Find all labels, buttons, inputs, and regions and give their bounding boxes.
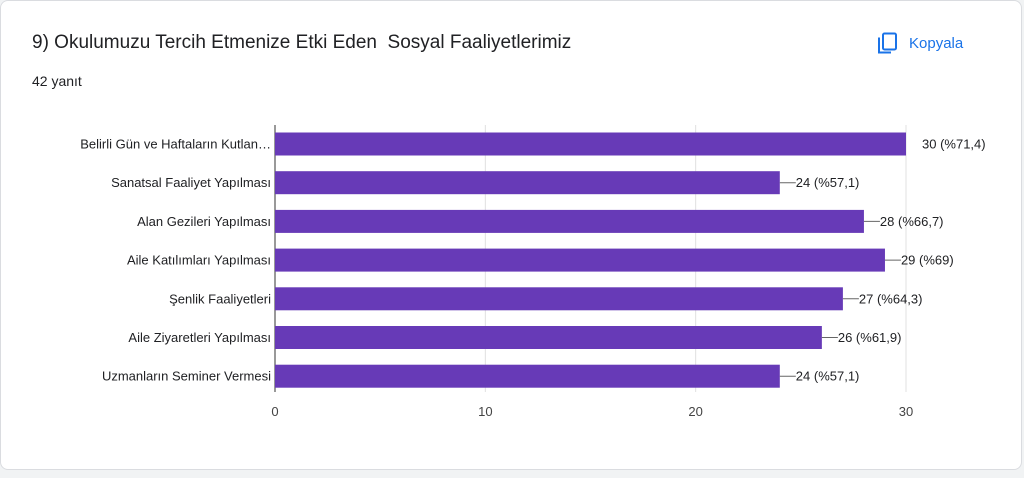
- category-label: Aile Katılımları Yapılması: [127, 253, 271, 268]
- category-label: Uzmanların Seminer Vermesi: [102, 369, 271, 384]
- data-label: 24 (%57,1): [796, 369, 860, 384]
- bar: [275, 364, 780, 388]
- category-label: Sanatsal Faaliyet Yapılması: [111, 175, 271, 190]
- copy-button[interactable]: Kopyala: [869, 25, 973, 61]
- bar: [275, 171, 780, 195]
- data-label: 28 (%66,7): [880, 214, 944, 229]
- data-label: 26 (%61,9): [838, 330, 902, 345]
- bar: [275, 326, 822, 349]
- bar: [275, 209, 864, 233]
- category-label: Aile Ziyaretleri Yapılması: [128, 330, 271, 345]
- bar: [275, 287, 843, 311]
- category-label: Belirli Gün ve Haftaların Kutlan…: [80, 137, 271, 152]
- data-label: 27 (%64,3): [859, 291, 923, 306]
- copy-label: Kopyala: [909, 34, 964, 52]
- data-label: 29 (%69): [901, 253, 954, 268]
- data-label: 30 (%71,4): [922, 137, 986, 152]
- category-label: Şenlik Faaliyetleri: [169, 291, 271, 306]
- x-tick-label: 30: [899, 404, 913, 419]
- question-title: 9) Okulumuzu Tercih Etmenize Etki Eden S…: [32, 32, 572, 53]
- x-tick-label: 0: [271, 404, 278, 419]
- x-tick-label: 10: [478, 404, 492, 419]
- response-count: 42 yanıt: [32, 73, 82, 89]
- copy-icon: [878, 32, 897, 54]
- category-label: Alan Gezileri Yapılması: [137, 214, 271, 229]
- x-tick-label: 20: [688, 404, 702, 419]
- bar: [275, 248, 885, 272]
- bar: [275, 132, 906, 156]
- data-label: 24 (%57,1): [796, 175, 860, 190]
